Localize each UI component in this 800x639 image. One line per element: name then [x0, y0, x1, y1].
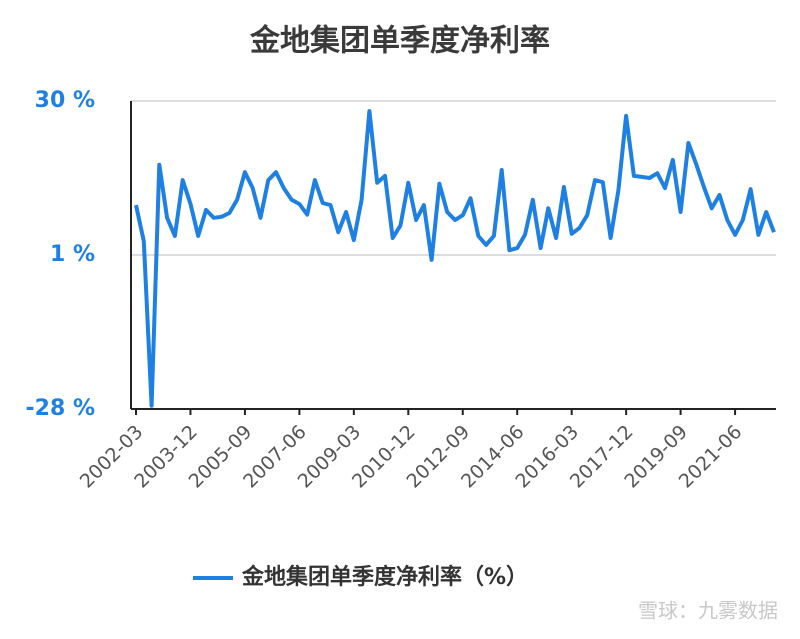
y-tick-label: 1 % [50, 242, 95, 267]
watermark: 雪球：九雾数据 [638, 599, 778, 623]
legend-label: 金地集团单季度净利率（%） [241, 564, 528, 590]
y-tick-label: 30 % [35, 88, 95, 113]
y-tick-label: -28 % [26, 396, 95, 421]
chart-title: 金地集团单季度净利率 [249, 24, 550, 59]
line-series [134, 109, 776, 408]
